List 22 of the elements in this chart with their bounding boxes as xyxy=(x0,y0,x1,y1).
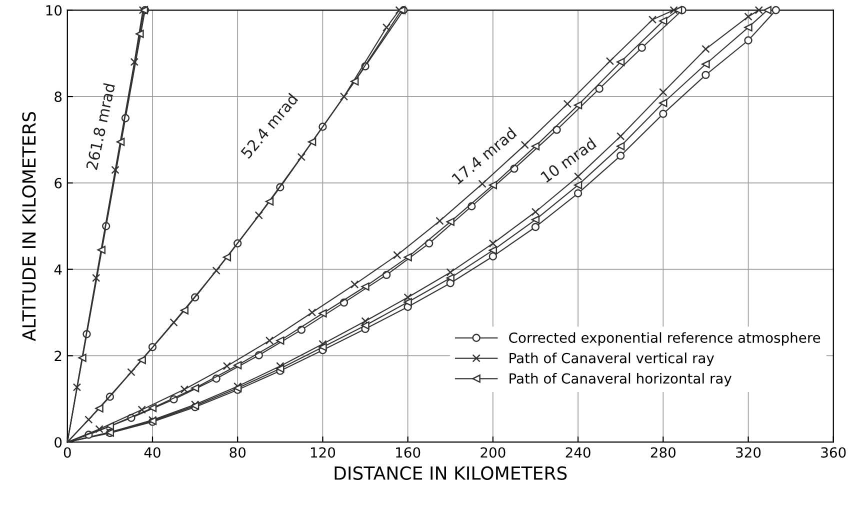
x-tick-label: 160 xyxy=(396,447,420,458)
annotation: 261.8 mrad xyxy=(86,83,116,170)
legend-label: Path of Canaveral horizontal ray xyxy=(510,372,732,386)
x-tick-label: 280 xyxy=(650,447,676,458)
x-tick-label: 240 xyxy=(566,447,590,458)
y-tick-label: 10 xyxy=(46,5,62,16)
x-tick-label: 0 xyxy=(64,447,71,458)
legend-label: Corrected exponential reference atmosphere xyxy=(509,332,820,346)
x-tick-label: 360 xyxy=(821,447,846,458)
x-tick-label: 200 xyxy=(480,447,506,458)
y-tick-label: 6 xyxy=(54,178,62,188)
legend-label: Path of Canaveral vertical ray xyxy=(510,352,714,366)
y-tick-label: 2 xyxy=(54,350,62,361)
x-tick-label: 120 xyxy=(310,447,336,458)
y-tick-label: 0 xyxy=(54,437,62,448)
x-tick-label: 320 xyxy=(736,447,761,458)
x-tick-label: 80 xyxy=(230,447,246,458)
x-axis-title: DISTANCE IN KILOMETERS xyxy=(334,466,567,480)
x-tick-label: 40 xyxy=(144,447,160,458)
y-tick-label: 4 xyxy=(54,264,62,275)
y-axis-title: ALTITUDE IN KILOMETERS xyxy=(22,112,36,342)
y-tick-label: 8 xyxy=(54,92,62,102)
